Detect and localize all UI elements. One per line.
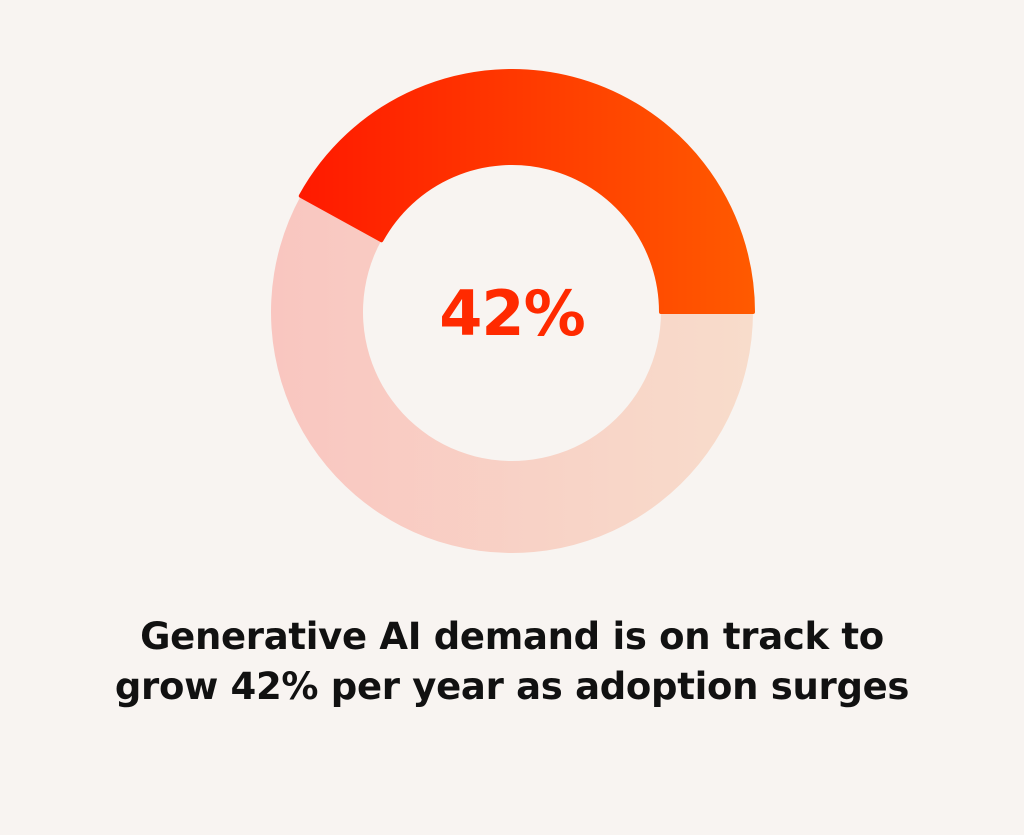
- chart-caption: Generative AI demand is on track to grow…: [0, 612, 1024, 712]
- center-value-label: 42%: [439, 277, 584, 350]
- donut-highlight-slice: [298, 69, 755, 314]
- caption-line-2: grow 42% per year as adoption surges: [114, 665, 910, 708]
- caption-line-1: Generative AI demand is on track to: [140, 615, 884, 658]
- donut-track-slice: [270, 195, 753, 553]
